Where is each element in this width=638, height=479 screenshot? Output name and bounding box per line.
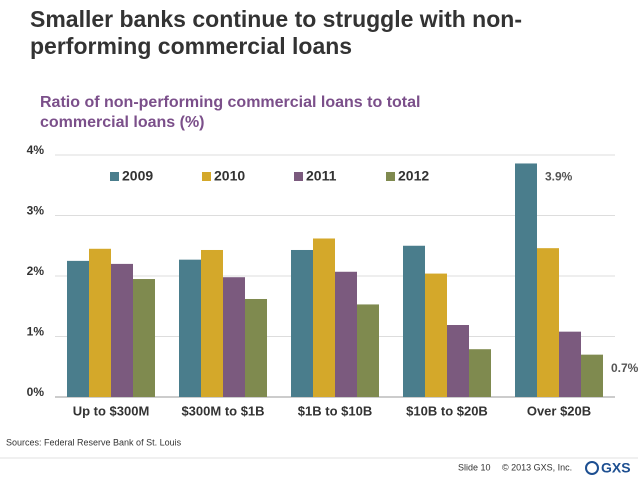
legend-label: 2010 [214,168,245,184]
legend-label: 2011 [306,168,337,184]
legend-label: 2012 [398,168,429,184]
y-tick-label: 2% [27,264,45,278]
title: Smaller banks continue to struggle with … [30,6,522,59]
x-tick-label: $10B to $20B [406,403,488,418]
legend-label: 2009 [122,168,153,184]
bar [403,245,425,397]
data-label: 3.9% [545,170,573,184]
legend-swatch [110,172,119,181]
logo: GXS [601,460,631,476]
bar [291,249,313,397]
subtitle: Ratio of non-performing commercial loans… [40,94,421,131]
bar [335,271,357,397]
copyright: © 2013 GXS, Inc. [502,462,572,472]
y-tick-label: 1% [27,325,45,339]
bar [581,354,603,397]
y-tick-label: 3% [27,204,45,218]
bar [67,260,89,397]
bar [179,259,201,397]
bar [447,325,469,397]
bar [469,349,491,397]
bar [111,263,133,397]
y-tick-label: 0% [27,385,45,399]
bar [89,248,111,397]
bar [537,248,559,397]
data-label: 0.7% [611,361,638,375]
bar [133,279,155,397]
x-tick-label: $1B to $10B [298,403,372,418]
bar [201,249,223,397]
bar [425,273,447,397]
bar [357,304,379,397]
bar [515,163,537,397]
source-note: Sources: Federal Reserve Bank of St. Lou… [6,437,182,447]
x-tick-label: $300M to $1B [181,403,264,418]
bar [559,331,581,397]
x-tick-label: Over $20B [527,403,591,418]
y-tick-label: 4% [27,143,45,157]
legend-swatch [294,172,303,181]
legend-swatch [386,172,395,181]
x-tick-label: Up to $300M [73,403,150,418]
logo-icon [585,461,599,475]
slide-number: Slide 10 [458,462,491,472]
bar [313,238,335,397]
legend-swatch [202,172,211,181]
bar [245,298,267,397]
bar [223,277,245,397]
